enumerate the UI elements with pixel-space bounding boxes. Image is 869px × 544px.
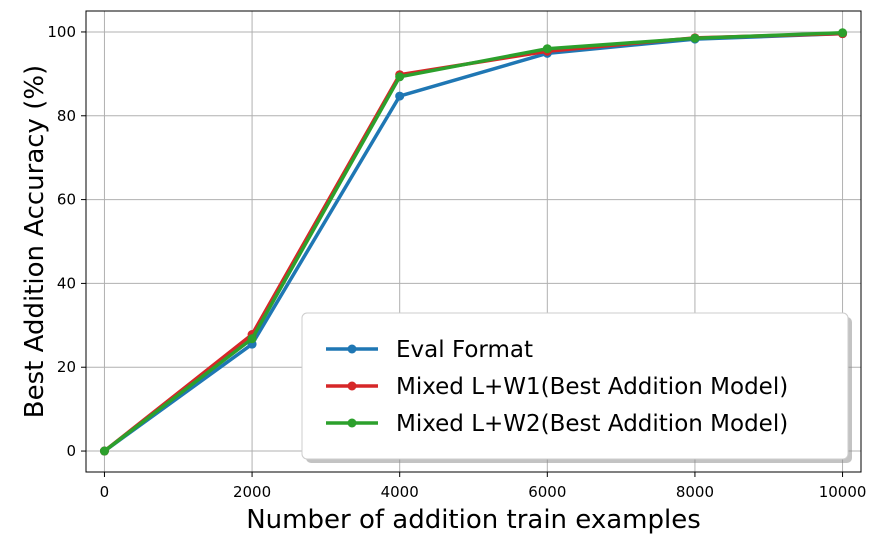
y-tick-label: 80 — [57, 107, 76, 125]
data-point — [542, 44, 552, 54]
axis-ticks: 0 2000 4000 6000 8000 10000 0 20 40 60 80 100 — [47, 23, 866, 501]
y-tick-label: 0 — [66, 442, 76, 460]
legend-item: Mixed L+W2(Best Addition Model) — [326, 411, 788, 437]
y-tick-label: 20 — [57, 358, 76, 376]
x-tick-label: 10000 — [819, 483, 867, 501]
y-tick-label: 100 — [47, 23, 76, 41]
x-tick-label: 4000 — [381, 483, 419, 501]
legend-swatch-marker — [347, 418, 357, 428]
y-axis-title: Best Addition Accuracy (%) — [20, 65, 50, 418]
data-point — [395, 91, 405, 101]
data-point — [99, 446, 109, 456]
legend-label: Mixed L+W2(Best Addition Model) — [396, 411, 788, 437]
legend-label: Mixed L+W1(Best Addition Model) — [396, 374, 788, 400]
data-point — [838, 28, 848, 38]
legend-swatch-marker — [347, 381, 357, 391]
x-tick-label: 2000 — [233, 483, 271, 501]
series-line — [102, 31, 845, 453]
data-point — [395, 72, 405, 82]
y-tick-label: 60 — [57, 191, 76, 209]
data-point — [690, 33, 700, 43]
series-layer — [99, 28, 848, 456]
series-3 — [99, 28, 848, 456]
x-tick-label: 8000 — [676, 483, 714, 501]
grid-lines — [86, 11, 861, 472]
x-tick-label: 0 — [100, 483, 110, 501]
legend-label: Eval Format — [396, 337, 533, 363]
legend-item: Mixed L+W1(Best Addition Model) — [326, 374, 788, 400]
x-tick-label: 6000 — [528, 483, 566, 501]
legend: Eval Format Mixed L+W1(Best Addition Mode… — [301, 312, 852, 463]
legend-item: Eval Format — [326, 337, 533, 363]
legend-swatch-marker — [347, 344, 357, 354]
plot-area-frame — [85, 10, 862, 473]
data-point — [247, 334, 257, 344]
x-axis-title: Number of addition train examples — [246, 505, 701, 535]
legend-box — [301, 312, 849, 460]
y-tick-label: 40 — [57, 274, 76, 292]
